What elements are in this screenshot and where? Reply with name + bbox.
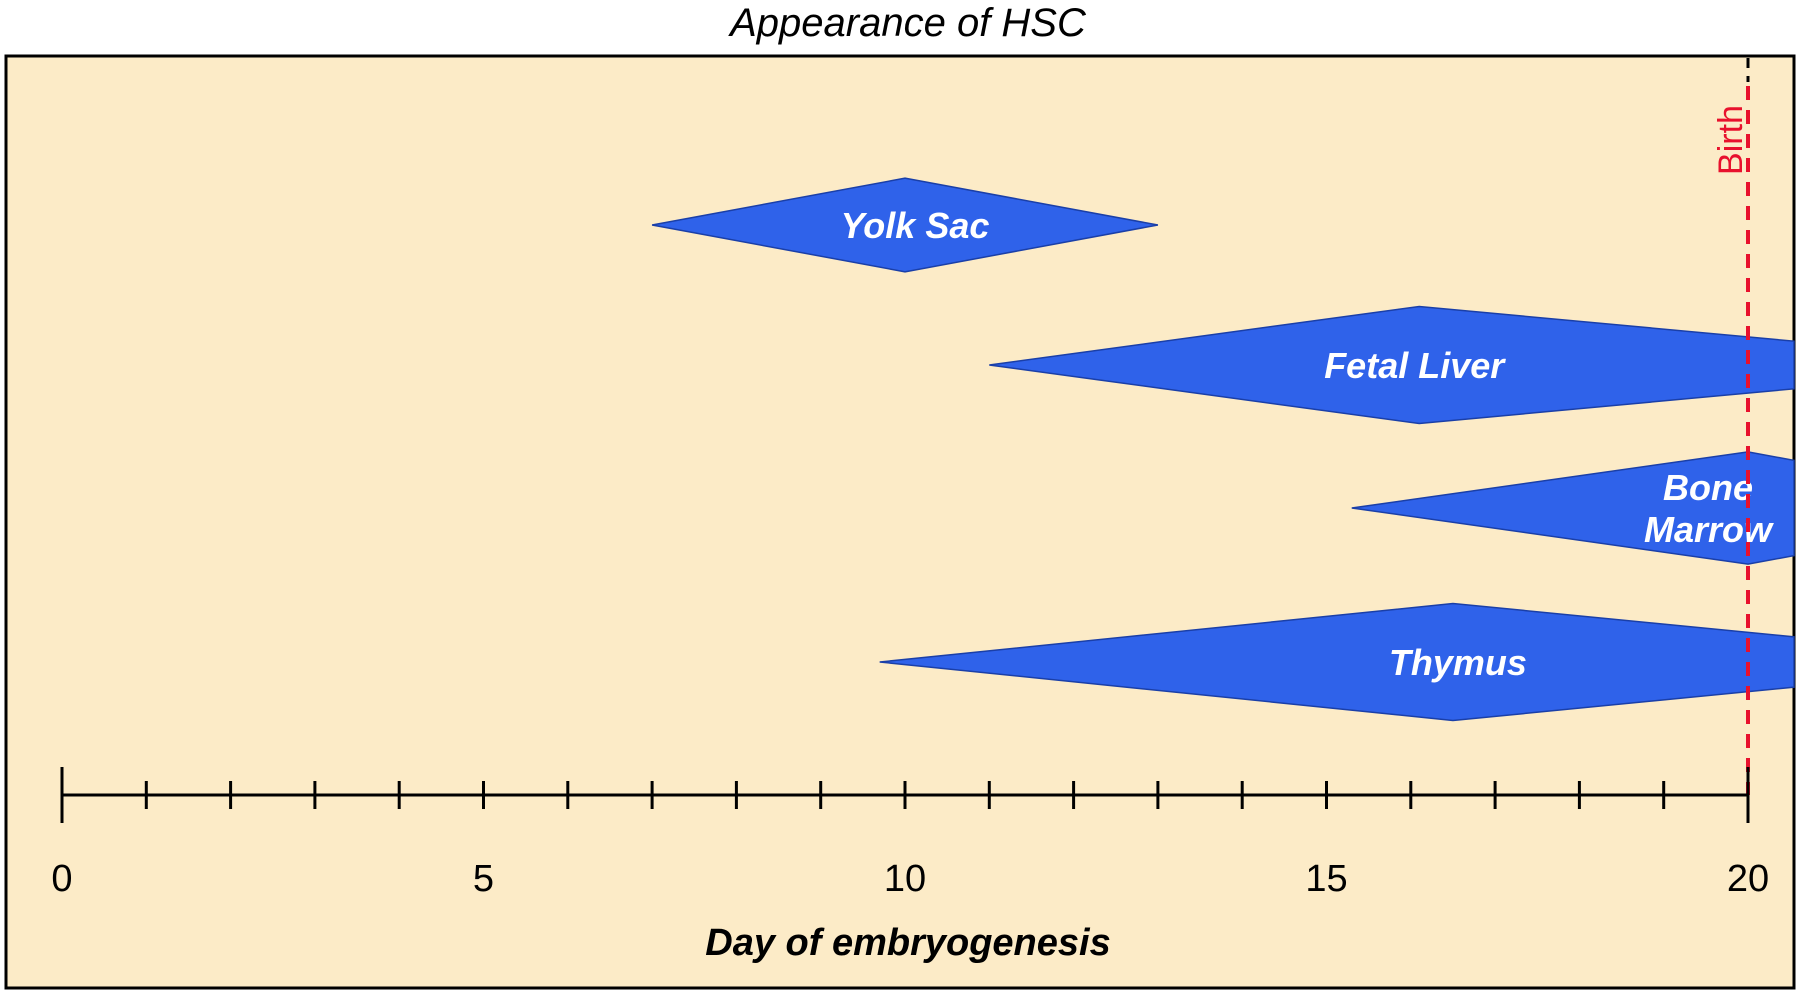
band-label-yolk-sac: Yolk Sac: [841, 205, 990, 246]
tick-label-10: 10: [884, 858, 926, 900]
chart-title: Appearance of HSC: [728, 1, 1087, 45]
x-axis-title: Day of embryogenesis: [705, 922, 1110, 964]
band-label-bone-marrow-2: Marrow: [1644, 509, 1774, 550]
x-axis: 0 5 10 15 20: [51, 767, 1769, 900]
band-thymus: [879, 602, 1795, 722]
band-yolk-sac: [651, 177, 1159, 273]
tick-label-0: 0: [51, 858, 72, 900]
band-bone-marrow: [1351, 451, 1795, 565]
tick-label-15: 15: [1305, 858, 1347, 900]
tick-label-20: 20: [1727, 858, 1769, 900]
band-label-fetal-liver: Fetal Liver: [1324, 345, 1506, 386]
band-label-thymus: Thymus: [1389, 642, 1527, 683]
band-label-bone-marrow-1: Bone: [1663, 467, 1753, 508]
tick-label-5: 5: [473, 858, 494, 900]
band-fetal-liver: [989, 305, 1795, 425]
marker-label-birth: Birth: [1712, 105, 1750, 175]
event-markers: Birth: [1712, 58, 1750, 795]
